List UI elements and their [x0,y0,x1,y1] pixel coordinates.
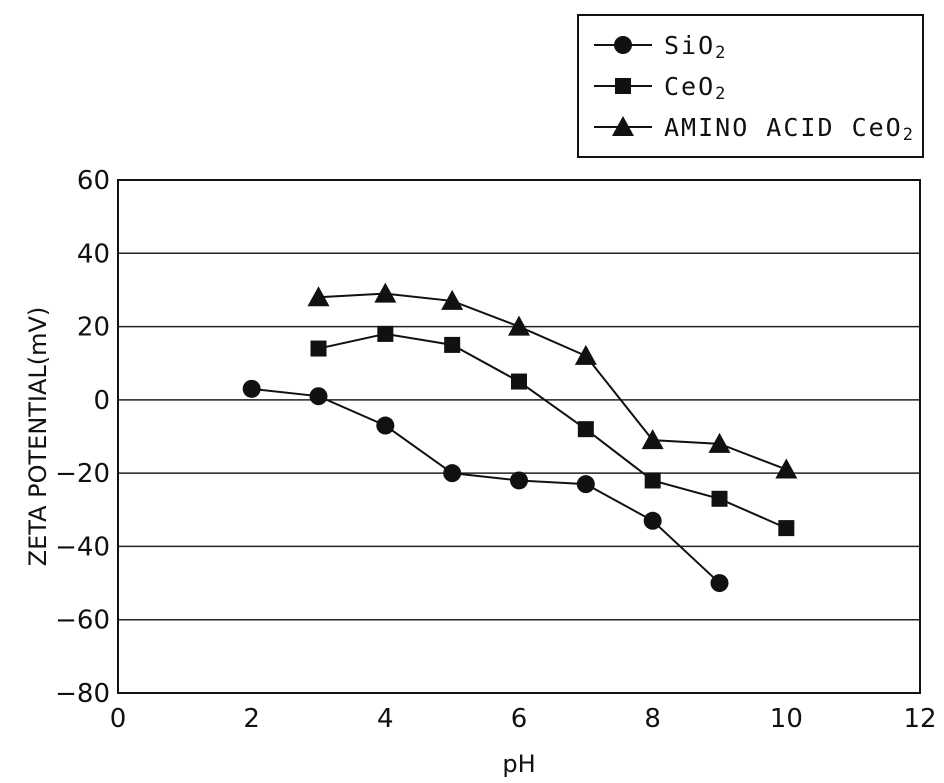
data-point [644,512,662,530]
y-tick-label: 20 [77,313,110,343]
x-tick-label: 10 [770,704,803,734]
y-tick-label: 60 [77,166,110,196]
data-point [711,574,729,592]
x-tick-label: 8 [644,704,661,734]
y-tick-label: −40 [55,532,110,562]
data-point [443,464,461,482]
y-tick-label: −80 [55,679,110,709]
y-tick-label: 0 [93,386,110,416]
legend-marker [615,78,631,94]
y-tick-label: −60 [55,606,110,636]
data-point [712,491,728,507]
data-point [508,316,530,336]
data-point [511,374,527,390]
data-point [642,429,664,449]
series-layer [243,283,798,592]
data-point [310,387,328,405]
data-point [510,471,528,489]
x-tick-label: 4 [377,704,394,734]
x-tick-label: 6 [511,704,528,734]
x-tick-label: 2 [243,704,260,734]
data-point [578,421,594,437]
data-point [575,345,597,365]
x-axis-label: pH [502,750,535,778]
y-tick-label: 40 [77,239,110,269]
data-point [311,341,327,357]
data-point [374,283,396,303]
data-point [775,458,797,478]
data-point [577,475,595,493]
data-point [243,380,261,398]
data-point [376,417,394,435]
x-tick-label: 12 [903,704,936,734]
data-point [377,326,393,342]
x-tick-label: 0 [110,704,127,734]
legend-label: AMINO ACID CeO2 [664,113,915,145]
series-triangle [308,283,798,479]
data-point [778,520,794,536]
y-axis-ticks: 60 40 20 0 −20 −40 −60 −80 [55,166,110,709]
grid-lines [118,253,920,619]
legend-marker [614,36,632,54]
data-point [645,472,661,488]
data-point [444,337,460,353]
y-axis-label: ZETA POTENTIAL(mV) [24,307,52,567]
plot-frame [118,180,920,693]
y-tick-label: −20 [55,459,110,489]
legend: SiO2CeO2AMINO ACID CeO2 [578,15,923,157]
x-axis-ticks: 0 2 4 6 8 10 12 [110,704,937,734]
